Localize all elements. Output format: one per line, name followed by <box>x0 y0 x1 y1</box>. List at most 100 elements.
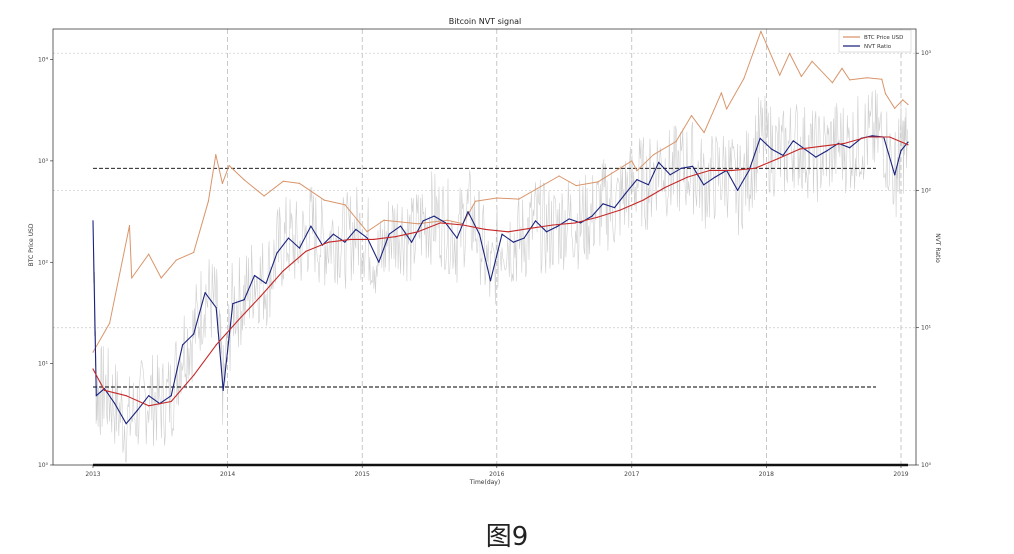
nvt-moving-average-line-point <box>754 167 756 169</box>
nvt-moving-average-line-point <box>709 169 711 171</box>
btc-price-line-point <box>894 107 896 109</box>
nvt-ratio-line-point <box>253 274 256 277</box>
nvt-moving-average-line-point <box>866 136 868 138</box>
x-tick-label: 2017 <box>624 471 639 478</box>
nvt-ratio-line-point <box>771 148 773 150</box>
btc-price-line-point <box>831 82 834 84</box>
nvt-ratio-line-point <box>624 192 627 195</box>
nvt-ratio-line-point <box>523 237 525 239</box>
right-y-tick-label: 10⁰ <box>921 462 932 469</box>
nvt-moving-average-line-point <box>125 395 127 397</box>
x-axis-label: Time(day) <box>469 479 500 486</box>
nvt-ratio-line-point <box>658 161 660 163</box>
nvt-moving-average-line-point <box>844 142 846 144</box>
right-y-tick-label: 10² <box>921 187 932 194</box>
nvt-ratio-line-point <box>298 247 301 249</box>
nvt-ratio-line-point <box>534 220 537 222</box>
x-tick-label: 2015 <box>355 471 370 478</box>
nvt-ratio-line-point <box>332 233 334 235</box>
nvt-moving-average-line-point <box>260 295 262 297</box>
nvt-moving-average-line-point <box>439 222 441 224</box>
nvt-ratio-line-point <box>557 225 559 227</box>
nvt-ratio-line-point <box>433 215 435 217</box>
btc-price-line-point <box>558 175 560 177</box>
nvt-ratio-line-point <box>489 280 492 282</box>
nvt-ratio-line-point <box>310 225 312 227</box>
btc-price-line-point <box>779 74 781 76</box>
btc-price-line-point <box>474 200 476 202</box>
nvt-ratio-line-point <box>546 231 548 233</box>
btc-price-line-point <box>849 79 851 81</box>
nvt-ratio-line-point <box>344 241 346 243</box>
btc-price-line-point <box>703 132 705 134</box>
btc-price-line-point <box>597 181 599 183</box>
nvt-moving-average-line-point <box>507 231 509 233</box>
btc-price-line-point <box>866 77 868 79</box>
nvt-moving-average-line-point <box>327 241 329 243</box>
nvt-ratio-line-point <box>714 176 716 178</box>
btc-price-line-point <box>907 103 909 106</box>
nvt-moving-average-line-point <box>373 238 375 240</box>
btc-price-line-point <box>128 225 131 227</box>
left-y-tick-label: 10⁴ <box>38 57 49 64</box>
nvt-ratio-line-point <box>900 150 902 152</box>
nvt-moving-average-line-point <box>552 224 554 226</box>
nvt-ratio-line-point <box>287 237 290 239</box>
nvt-moving-average-line-point <box>821 145 823 147</box>
nvt-ratio-line-point <box>422 220 424 222</box>
nvt-ratio-line-point <box>114 403 116 405</box>
nvt-ratio-line-point <box>478 233 481 235</box>
nvt-ratio-line-point <box>378 261 380 263</box>
nvt-moving-average-line-point <box>305 250 307 252</box>
nvt-moving-average-line-point <box>148 405 150 407</box>
nvt-ratio-line-point <box>512 241 515 243</box>
nvt-moving-average-line-point <box>907 144 909 146</box>
x-tick-label: 2013 <box>85 471 100 478</box>
nvt-moving-average-line-point <box>731 169 734 171</box>
nvt-ratio-line-point <box>193 333 195 335</box>
right-y-tick-label: 10¹ <box>921 325 932 332</box>
nvt-ratio-line-point <box>215 307 217 309</box>
nvt-ratio-line-point <box>125 423 127 425</box>
nvt-ratio-line-point <box>95 395 97 397</box>
btc-price-line-point <box>760 30 762 32</box>
nvt-moving-average-line-point <box>394 236 396 238</box>
btc-price-line-point <box>902 99 904 101</box>
btc-price-line-point <box>496 197 498 199</box>
left-y-tick-label: 10⁰ <box>38 462 49 469</box>
right-y-tick-label: 10³ <box>921 50 932 57</box>
nvt-ratio-line-point <box>148 395 150 397</box>
nvt-ratio-line-point <box>501 233 503 235</box>
nvt-ratio-line-point <box>602 203 604 205</box>
btc-price-line-point <box>323 199 325 201</box>
btc-price-line-point <box>811 60 813 62</box>
left-y-axis-label: BTC Price USD <box>28 223 35 266</box>
nvt-ratio-line-point <box>243 299 245 301</box>
nvt-ratio-line-point <box>182 344 184 346</box>
nvt-ratio-line-point <box>636 179 638 181</box>
nvt-ratio-line-point <box>170 395 172 397</box>
btc-price-line-point <box>518 198 520 200</box>
btc-price-line-point <box>743 77 745 80</box>
btc-price-line-point <box>675 141 677 143</box>
btc-price-line-point <box>631 160 633 162</box>
btc-price-line-point <box>92 351 94 353</box>
nvt-moving-average-line-point <box>686 176 689 178</box>
nvt-ratio-line-point <box>894 174 896 176</box>
nvt-ratio-line-point <box>737 189 739 191</box>
btc-price-line-point <box>109 322 111 324</box>
nvt-moving-average-line-point <box>889 136 891 138</box>
nvt-ratio-line-point <box>680 167 682 169</box>
right-y-axis-ticks: 10⁰ 10¹ 10² 10³ <box>916 50 932 469</box>
btc-price-line-point <box>298 182 301 184</box>
btc-price-line-point <box>575 185 577 187</box>
btc-price-line-point <box>841 67 843 69</box>
btc-price-line-point <box>789 52 791 55</box>
nvt-moving-average-line-point <box>574 222 577 224</box>
btc-price-line-point <box>726 108 728 110</box>
nvt-moving-average-line-point <box>777 158 779 160</box>
nvt-ratio-line-point <box>366 237 368 239</box>
x-tick-label: 2016 <box>489 471 504 478</box>
btc-price-line-point <box>215 154 217 156</box>
